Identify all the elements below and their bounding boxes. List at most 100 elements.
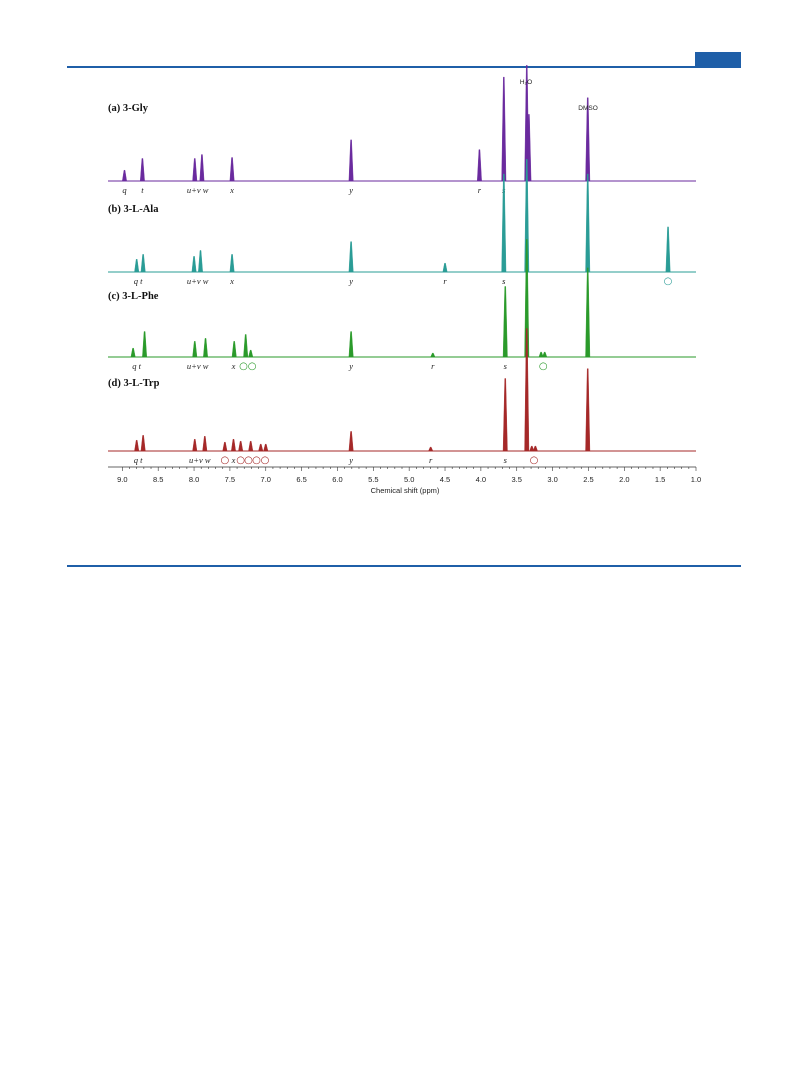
circle-marker: ○	[530, 455, 539, 466]
header-tab	[695, 52, 741, 66]
peak-assignment-label: r	[429, 455, 433, 465]
circle-marker: ○	[239, 361, 248, 372]
peak	[477, 149, 482, 182]
peak	[134, 440, 140, 452]
peak	[526, 114, 532, 182]
peak	[501, 173, 507, 273]
peak	[222, 441, 228, 452]
peak	[199, 154, 205, 182]
peak	[134, 259, 140, 273]
peak	[428, 446, 434, 452]
peak	[140, 254, 146, 273]
peak	[585, 267, 591, 358]
x-tick-label: 2.5	[583, 475, 593, 484]
peak	[538, 351, 544, 358]
peak	[532, 445, 538, 452]
peak	[502, 378, 508, 452]
peak	[142, 331, 147, 358]
x-tick-label: 8.0	[189, 475, 199, 484]
peak	[665, 226, 671, 273]
peak	[529, 445, 535, 452]
water-solvent-label: H₂O	[520, 79, 532, 86]
x-tick-label: 9.0	[117, 475, 127, 484]
peak-assignment-label: y	[348, 276, 353, 286]
x-tick-label: 7.5	[225, 475, 235, 484]
peak-assignment-label: x	[229, 185, 234, 195]
circle-marker: ○	[236, 455, 245, 466]
peak	[585, 368, 591, 452]
peak-assignment-label: x	[229, 276, 234, 286]
peak-assignment-label: q t	[134, 276, 143, 286]
peak	[231, 439, 236, 452]
x-tick-label: 6.0	[332, 475, 342, 484]
peak	[248, 441, 254, 452]
peak	[192, 158, 198, 182]
x-tick-label: 8.5	[153, 475, 163, 484]
peak-assignment-label: q t	[132, 361, 141, 371]
x-tick-label: 5.0	[404, 475, 414, 484]
peak-assignment-label: y	[348, 185, 353, 195]
x-axis: 9.0 8.5 8.0 7.5 7.0 6.5 6.0 5.5 5.0 4.5 4.0 3.5 3.0 2…	[108, 466, 701, 484]
panel-title-gly: (a) 3-Gly	[108, 103, 149, 114]
peak	[202, 436, 208, 452]
x-tick-label: 4.0	[476, 475, 486, 484]
circle-marker: ○	[248, 361, 257, 372]
peak-assignment-label: x	[231, 361, 236, 371]
x-tick-label: 7.0	[261, 475, 271, 484]
peak-assignment-label: t	[141, 185, 144, 195]
peak	[238, 441, 244, 452]
peak	[140, 158, 145, 182]
peak	[192, 439, 198, 452]
peak	[524, 328, 530, 452]
peak-assignment-label: u+v w	[187, 361, 209, 371]
peak	[348, 431, 354, 452]
peak	[501, 76, 507, 182]
peak-assignment-label: u+v w	[189, 455, 211, 465]
peak	[243, 334, 249, 358]
x-tick-label: 4.5	[440, 475, 450, 484]
peak	[231, 341, 237, 358]
x-tick-label: 5.5	[368, 475, 378, 484]
peak	[198, 250, 203, 273]
peak	[140, 435, 146, 452]
peak-assignment-label: u+v w	[187, 185, 209, 195]
peak-assignment-label: r	[478, 185, 482, 195]
peak	[248, 349, 254, 358]
peak	[229, 157, 235, 182]
peak	[122, 170, 127, 182]
dmso-solvent-label: DMSO	[578, 105, 598, 112]
peak	[585, 173, 591, 273]
x-tick-label: 6.5	[296, 475, 306, 484]
bottom-rule	[67, 565, 741, 567]
spectrum-1: q t u+v w x y r s ○	[108, 159, 696, 287]
spectrum-2: q t u+v w x y r s○ ○ ○	[108, 239, 696, 372]
circle-marker: ○	[221, 455, 230, 466]
panel-title-ala: (b) 3-L-Ala	[108, 204, 159, 215]
x-tick-label: 3.5	[512, 475, 522, 484]
x-axis-label: Chemical shift (ppm)	[371, 486, 440, 495]
peak	[348, 139, 354, 182]
peak	[191, 256, 197, 273]
peak-assignment-label: q	[122, 185, 127, 195]
peak-assignment-label: s	[504, 455, 508, 465]
peak	[192, 341, 198, 358]
peak-assignment-label: y	[348, 361, 353, 371]
circle-marker: ○	[252, 455, 261, 466]
peak-assignment-label: x	[231, 455, 236, 465]
peak-assignment-label: y	[348, 455, 353, 465]
circle-marker: ○	[664, 276, 673, 287]
peak	[542, 351, 548, 358]
panel-title-phe: (c) 3-L-Phe	[108, 291, 159, 302]
peak	[442, 262, 448, 273]
circle-marker: ○	[539, 361, 548, 372]
circle-marker: ○	[261, 455, 270, 466]
peak	[348, 241, 354, 273]
peak-assignment-label: s	[504, 361, 508, 371]
circle-marker: ○	[244, 455, 253, 466]
x-tick-label: 2.0	[619, 475, 629, 484]
x-tick-label: 3.0	[547, 475, 557, 484]
peak	[263, 443, 269, 452]
spectrum-3: q t u+v w x y r s○ ○ ○ ○ ○ ○	[108, 328, 696, 466]
